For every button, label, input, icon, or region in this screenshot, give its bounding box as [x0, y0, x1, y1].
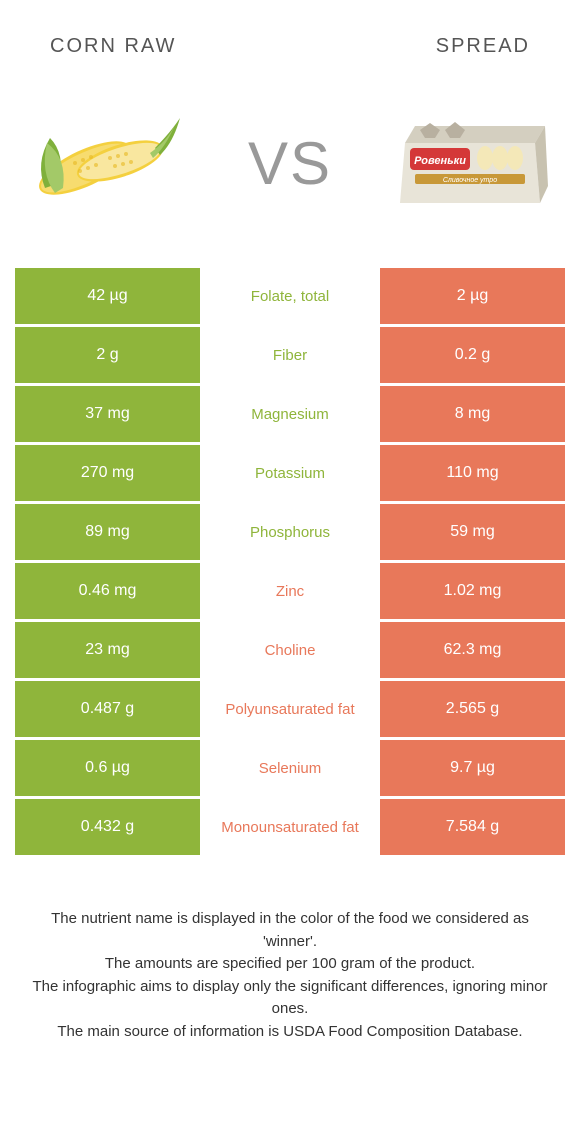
- nutrient-label-cell: Phosphorus: [200, 504, 380, 560]
- table-row: 0.487 gPolyunsaturated fat2.565 g: [15, 681, 565, 737]
- left-value-cell: 0.487 g: [15, 681, 200, 737]
- left-value-cell: 2 g: [15, 327, 200, 383]
- footer-line-4: The main source of information is USDA F…: [30, 1021, 550, 1044]
- corn-image: [20, 88, 200, 238]
- footer-line-1: The nutrient name is displayed in the co…: [30, 908, 550, 953]
- table-row: 0.46 mgZinc1.02 mg: [15, 563, 565, 619]
- comparison-table: 42 µgFolate, total2 µg2 gFiber0.2 g37 mg…: [0, 268, 580, 855]
- right-value-cell: 1.02 mg: [380, 563, 565, 619]
- left-value-cell: 0.6 µg: [15, 740, 200, 796]
- right-value-cell: 0.2 g: [380, 327, 565, 383]
- right-value-cell: 2.565 g: [380, 681, 565, 737]
- footer-line-3: The infographic aims to display only the…: [30, 976, 550, 1021]
- nutrient-label-cell: Zinc: [200, 563, 380, 619]
- table-row: 2 gFiber0.2 g: [15, 327, 565, 383]
- left-value-cell: 270 mg: [15, 445, 200, 501]
- table-row: 23 mgCholine62.3 mg: [15, 622, 565, 678]
- spread-image: Ровеньки Сливочное утро: [380, 88, 560, 238]
- nutrient-label-cell: Choline: [200, 622, 380, 678]
- right-food-title: SPREAD: [436, 35, 530, 58]
- nutrient-label-cell: Potassium: [200, 445, 380, 501]
- nutrient-label-cell: Polyunsaturated fat: [200, 681, 380, 737]
- header: CORN RAW SPREAD: [0, 0, 580, 78]
- spread-package-icon: Ровеньки Сливочное утро: [390, 108, 550, 218]
- nutrient-label-cell: Selenium: [200, 740, 380, 796]
- right-value-cell: 62.3 mg: [380, 622, 565, 678]
- nutrient-label-cell: Monounsaturated fat: [200, 799, 380, 855]
- left-value-cell: 37 mg: [15, 386, 200, 442]
- left-value-cell: 42 µg: [15, 268, 200, 324]
- svg-text:Ровеньки: Ровеньки: [414, 155, 466, 167]
- vs-label: VS: [248, 129, 332, 198]
- right-value-cell: 9.7 µg: [380, 740, 565, 796]
- left-value-cell: 89 mg: [15, 504, 200, 560]
- left-value-cell: 23 mg: [15, 622, 200, 678]
- nutrient-label-cell: Fiber: [200, 327, 380, 383]
- left-food-title: CORN RAW: [50, 35, 176, 58]
- table-row: 42 µgFolate, total2 µg: [15, 268, 565, 324]
- images-row: VS Ровеньки Сливочное утро: [0, 78, 580, 268]
- nutrient-label-cell: Magnesium: [200, 386, 380, 442]
- right-value-cell: 7.584 g: [380, 799, 565, 855]
- right-value-cell: 8 mg: [380, 386, 565, 442]
- table-row: 0.432 gMonounsaturated fat7.584 g: [15, 799, 565, 855]
- table-row: 270 mgPotassium110 mg: [15, 445, 565, 501]
- left-value-cell: 0.46 mg: [15, 563, 200, 619]
- right-value-cell: 2 µg: [380, 268, 565, 324]
- corn-icon: [25, 93, 195, 233]
- footer-line-2: The amounts are specified per 100 gram o…: [30, 953, 550, 976]
- nutrient-label-cell: Folate, total: [200, 268, 380, 324]
- table-row: 37 mgMagnesium8 mg: [15, 386, 565, 442]
- footer-notes: The nutrient name is displayed in the co…: [0, 858, 580, 1063]
- right-value-cell: 59 mg: [380, 504, 565, 560]
- table-row: 89 mgPhosphorus59 mg: [15, 504, 565, 560]
- svg-text:Сливочное утро: Сливочное утро: [443, 177, 497, 184]
- right-value-cell: 110 mg: [380, 445, 565, 501]
- table-row: 0.6 µgSelenium9.7 µg: [15, 740, 565, 796]
- left-value-cell: 0.432 g: [15, 799, 200, 855]
